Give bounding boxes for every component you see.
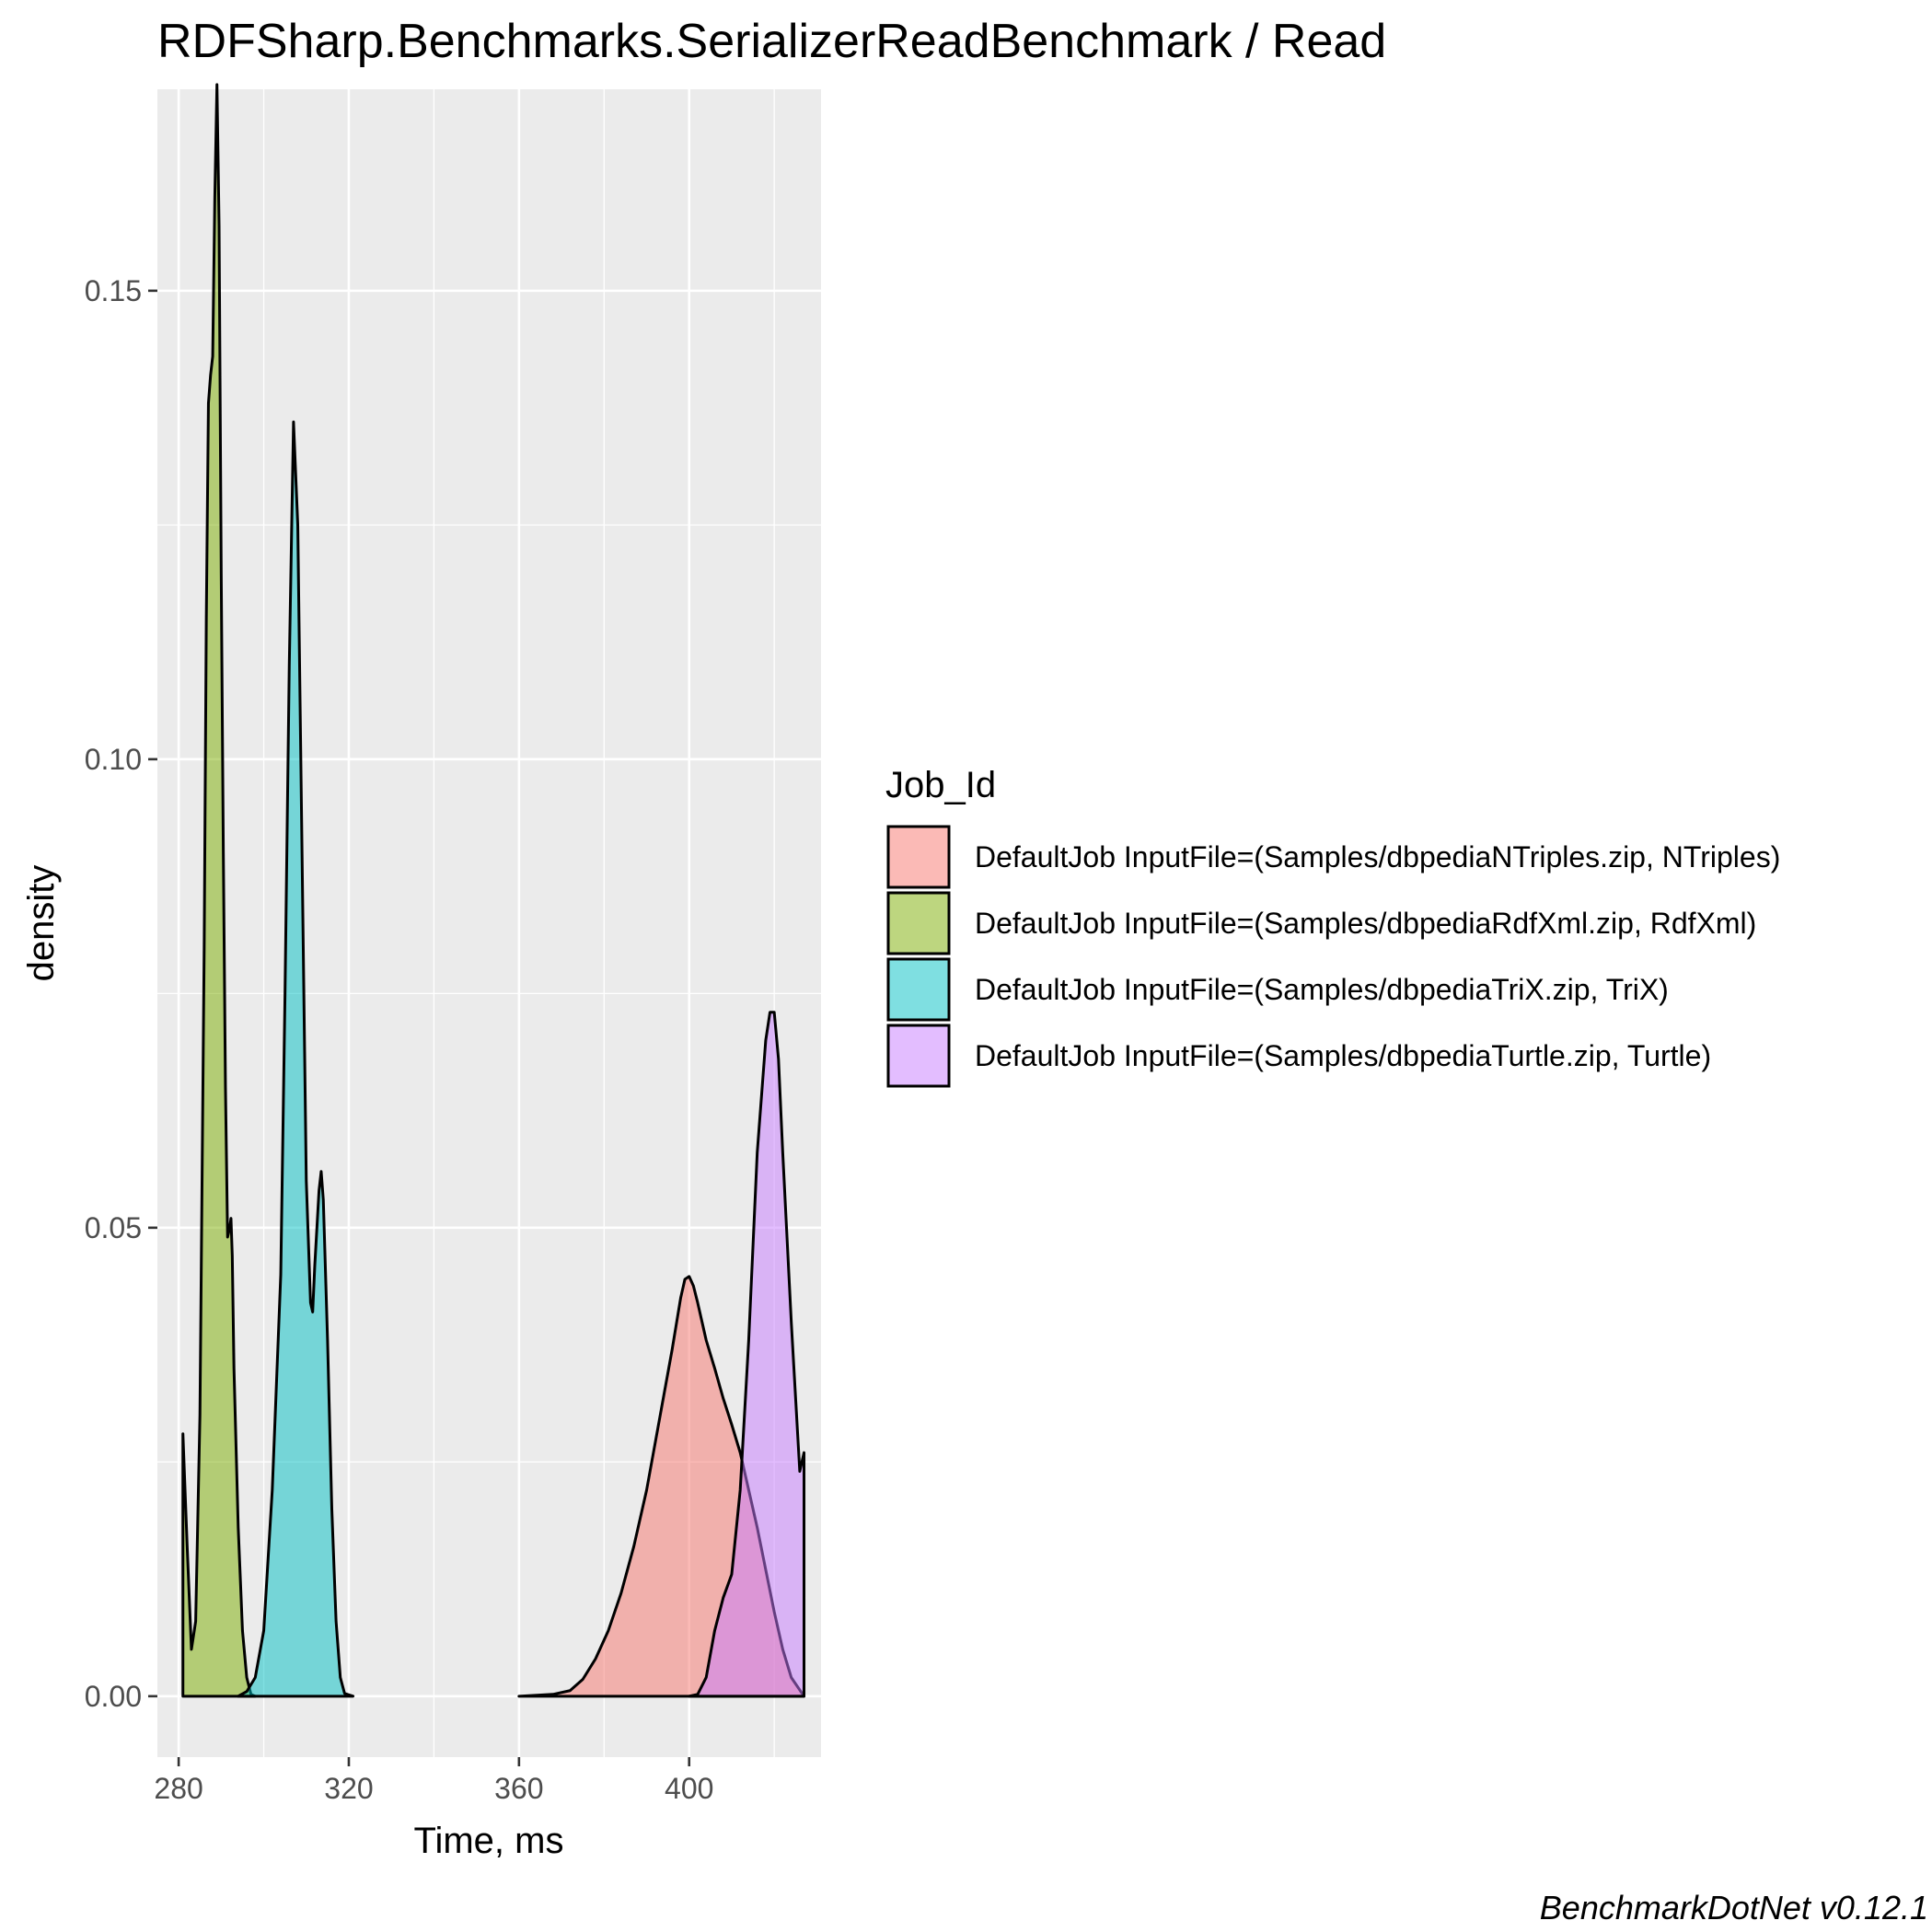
x-axis-title: Time, ms xyxy=(414,1821,564,1861)
x-axis-tick-labels: 280 320 360 400 xyxy=(154,1772,713,1805)
legend-label-series-4: DefaultJob InputFile=(Samples/dbpediaTur… xyxy=(975,1039,1711,1072)
chart-caption: BenchmarkDotNet v0.12.1 xyxy=(1540,1889,1928,1926)
legend-label-series-2: DefaultJob InputFile=(Samples/dbpediaRdf… xyxy=(975,907,1756,940)
y-tick-label: 0.00 xyxy=(85,1680,142,1713)
y-axis-tick-labels: 0.00 0.05 0.10 0.15 xyxy=(85,274,142,1713)
minor-gridlines xyxy=(157,89,821,1757)
density-areas xyxy=(181,83,806,1698)
legend-key-series-4 xyxy=(886,1024,951,1088)
y-axis-title: density xyxy=(21,865,62,982)
legend-key-series-3 xyxy=(886,957,951,1022)
legend-key-series-2 xyxy=(886,891,951,955)
legend-key-series-1 xyxy=(886,825,951,889)
axis-ticks xyxy=(148,289,691,1766)
x-tick-label: 400 xyxy=(665,1772,713,1805)
density-area-series-3 xyxy=(237,420,355,1698)
x-tick-label: 280 xyxy=(154,1772,202,1805)
y-tick-label: 0.10 xyxy=(85,743,142,776)
legend: Job_Id DefaultJob InputFile=(Samples/dbp… xyxy=(885,765,1780,1088)
x-tick-label: 360 xyxy=(494,1772,543,1805)
legend-items: DefaultJob InputFile=(Samples/dbpediaNTr… xyxy=(886,825,1780,1088)
legend-label-series-1: DefaultJob InputFile=(Samples/dbpediaNTr… xyxy=(975,840,1780,873)
density-area-series-4 xyxy=(688,1011,806,1698)
x-tick-label: 320 xyxy=(324,1772,373,1805)
density-area-series-2 xyxy=(181,83,257,1698)
legend-label-series-3: DefaultJob InputFile=(Samples/dbpediaTri… xyxy=(975,973,1669,1006)
y-tick-label: 0.15 xyxy=(85,274,142,307)
y-tick-label: 0.05 xyxy=(85,1211,142,1244)
legend-title: Job_Id xyxy=(885,765,996,805)
chart-title: RDFSharp.Benchmarks.SerializerReadBenchm… xyxy=(157,15,1386,68)
